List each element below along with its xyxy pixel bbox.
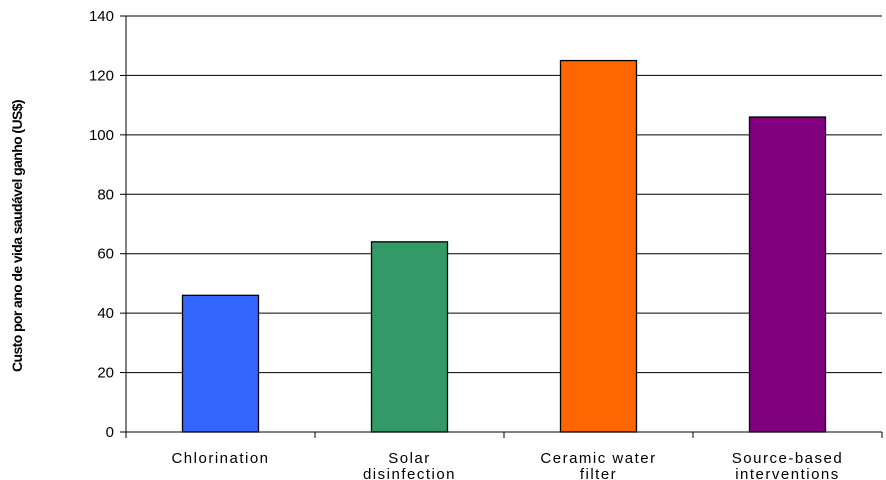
y-axis-title: Custo por ano de vida saudável ganho (US… (9, 100, 25, 372)
bar (748, 116, 827, 433)
y-tick-labels: 0 20 40 60 80 100 120 140 (89, 8, 114, 441)
x-category-label: Ceramic water (540, 450, 656, 467)
y-tick-label: 80 (97, 186, 114, 203)
bar (370, 241, 449, 433)
y-tick-label: 60 (97, 246, 114, 263)
x-category-label: Solar (388, 450, 431, 467)
bars (181, 59, 827, 433)
y-tick-label: 100 (89, 127, 114, 144)
x-category-label: interventions (735, 466, 840, 480)
x-category-label: filter (580, 466, 617, 480)
axes (120, 15, 883, 438)
x-category-label: disinfection (363, 466, 456, 480)
x-category-label: Source-based (732, 450, 843, 467)
x-category-label: Chlorination (171, 450, 269, 467)
y-tick-label: 0 (106, 424, 114, 441)
bar (181, 294, 260, 433)
bar (559, 59, 638, 433)
y-tick-label: 120 (89, 67, 114, 84)
y-tick-label: 20 (97, 365, 114, 382)
y-tick-label: 140 (89, 8, 114, 25)
y-tick-label: 40 (97, 305, 114, 322)
